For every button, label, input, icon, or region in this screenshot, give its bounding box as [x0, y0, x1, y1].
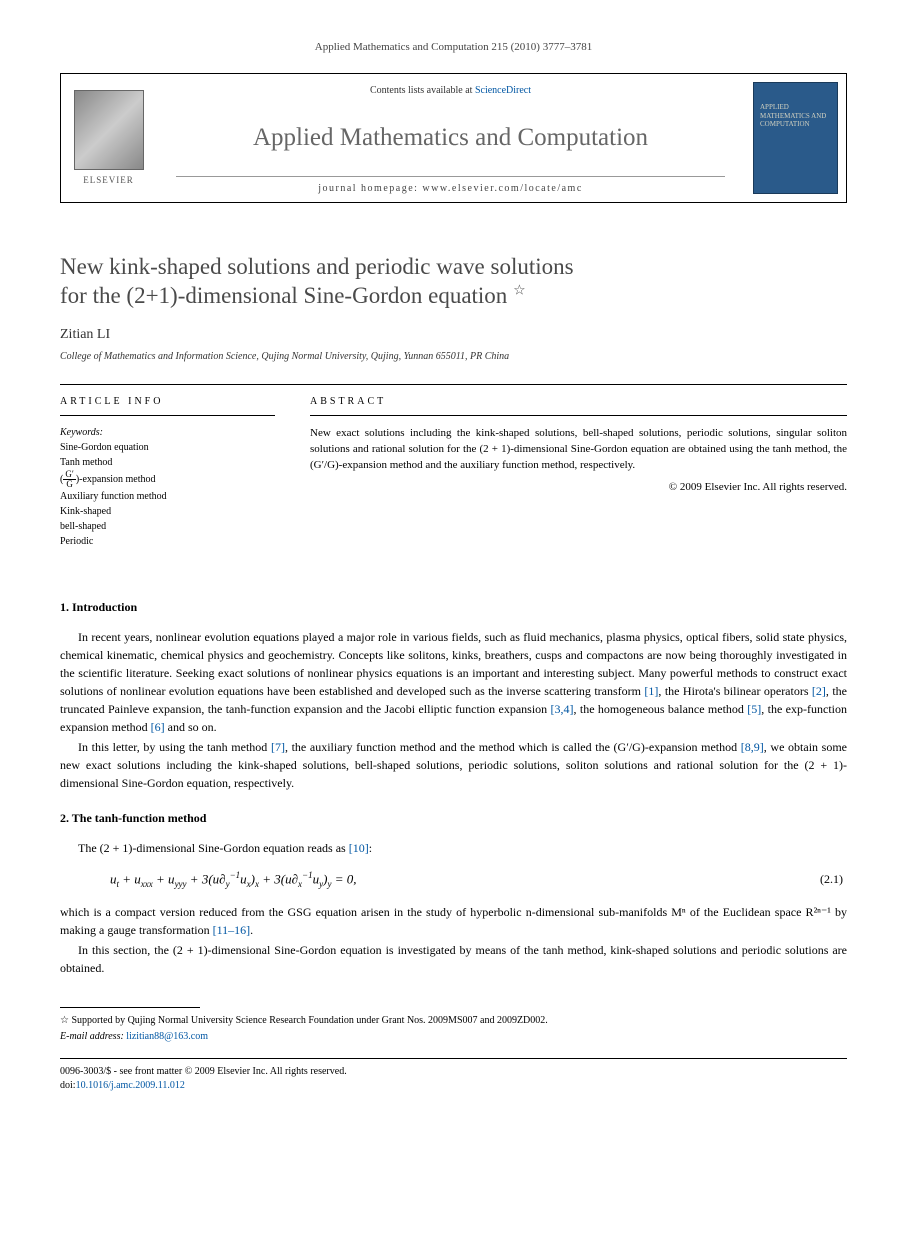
equation-number: (2.1) [820, 871, 847, 888]
footnote-support: ☆ Supported by Qujing Normal University … [60, 1014, 847, 1028]
publisher-name: ELSEVIER [83, 174, 134, 187]
keyword-item: (G′G)-expansion method [60, 470, 275, 489]
title-line-1: New kink-shaped solutions and periodic w… [60, 254, 574, 279]
journal-cover-thumb: APPLIED MATHEMATICS AND COMPUTATION [753, 82, 838, 194]
text-span: In this letter, by using the tanh method [78, 740, 271, 754]
email-link[interactable]: lizitian88@163.com [126, 1031, 208, 1042]
journal-homepage: journal homepage: www.elsevier.com/locat… [176, 176, 725, 196]
ref-link-10[interactable]: [10] [349, 841, 369, 855]
keyword-item: Periodic [60, 534, 275, 549]
keyword-item: Tanh method [60, 455, 275, 470]
footnote-separator [60, 1007, 200, 1008]
article-info-column: ARTICLE INFO Keywords: Sine-Gordon equat… [60, 385, 290, 559]
info-abstract-row: ARTICLE INFO Keywords: Sine-Gordon equat… [60, 384, 847, 559]
text-span: . [250, 923, 253, 937]
bottom-separator [60, 1058, 847, 1059]
ref-link-6[interactable]: [6] [151, 720, 165, 734]
equation-2-1: ut + uxxx + uyyy + 3(u∂y−1ux)x + 3(u∂x−1… [110, 869, 847, 891]
ref-link-8-9[interactable]: [8,9] [741, 740, 764, 754]
section-2-heading: 2. The tanh-function method [60, 810, 847, 827]
cover-thumb-text: APPLIED MATHEMATICS AND COMPUTATION [760, 103, 837, 128]
text-span: which is a compact version reduced from … [60, 905, 847, 937]
keywords-label: Keywords: [60, 426, 275, 440]
banner-center: Contents lists available at ScienceDirec… [156, 74, 745, 202]
keyword-item: Kink-shaped [60, 504, 275, 519]
ref-link-1[interactable]: [1] [644, 684, 658, 698]
text-span: and so on. [165, 720, 217, 734]
keyword-item: bell-shaped [60, 519, 275, 534]
equation-body: ut + uxxx + uyyy + 3(u∂y−1ux)x + 3(u∂x−1… [110, 869, 820, 891]
text-span: , the auxiliary function method and the … [285, 740, 741, 754]
ref-link-3-4[interactable]: [3,4] [551, 702, 574, 716]
intro-paragraph-1: In recent years, nonlinear evolution equ… [60, 628, 847, 736]
publisher-logo: ELSEVIER [61, 74, 156, 202]
journal-name: Applied Mathematics and Computation [176, 120, 725, 155]
tanh-paragraph-2: which is a compact version reduced from … [60, 903, 847, 939]
sciencedirect-link[interactable]: ScienceDirect [475, 85, 531, 96]
issn-line: 0096-3003/$ - see front matter © 2009 El… [60, 1065, 847, 1079]
ref-link-2[interactable]: [2] [812, 684, 826, 698]
intro-paragraph-2: In this letter, by using the tanh method… [60, 738, 847, 792]
section-1-heading: 1. Introduction [60, 599, 847, 616]
elsevier-tree-icon [74, 90, 144, 170]
author-name: Zitian LI [60, 325, 847, 345]
abstract-heading: ABSTRACT [310, 395, 847, 416]
abstract-copyright: © 2009 Elsevier Inc. All rights reserved… [310, 480, 847, 495]
email-label: E-mail address: [60, 1031, 126, 1042]
doi-block: 0096-3003/$ - see front matter © 2009 El… [60, 1065, 847, 1093]
ref-link-11-16[interactable]: [11–16] [213, 923, 251, 937]
text-span: , the homogeneous balance method [574, 702, 748, 716]
abstract-column: ABSTRACT New exact solutions including t… [290, 385, 847, 559]
keyword-item: Auxiliary function method [60, 489, 275, 504]
tanh-paragraph-1: The (2 + 1)-dimensional Sine-Gordon equa… [60, 839, 847, 857]
text-span: : [369, 841, 372, 855]
abstract-text: New exact solutions including the kink-s… [310, 426, 847, 474]
article-info-heading: ARTICLE INFO [60, 395, 275, 416]
doi-link[interactable]: 10.1016/j.amc.2009.11.012 [76, 1080, 185, 1091]
tanh-paragraph-3: In this section, the (2 + 1)-dimensional… [60, 941, 847, 977]
text-span: The (2 + 1)-dimensional Sine-Gordon equa… [78, 841, 349, 855]
doi-label: doi: [60, 1080, 76, 1091]
header-citation: Applied Mathematics and Computation 215 … [60, 40, 847, 55]
article-title: New kink-shaped solutions and periodic w… [60, 253, 847, 311]
footnote-email: E-mail address: lizitian88@163.com [60, 1030, 847, 1044]
footnote-star-icon: ☆ [513, 283, 526, 298]
journal-banner: ELSEVIER Contents lists available at Sci… [60, 73, 847, 203]
ref-link-5[interactable]: [5] [747, 702, 761, 716]
ref-link-7[interactable]: [7] [271, 740, 285, 754]
contents-line: Contents lists available at ScienceDirec… [176, 84, 725, 98]
contents-prefix: Contents lists available at [370, 85, 475, 96]
text-span: , the Hirota's bilinear operators [658, 684, 812, 698]
title-line-2: for the (2+1)-dimensional Sine-Gordon eq… [60, 283, 507, 308]
keyword-item: Sine-Gordon equation [60, 440, 275, 455]
keywords-list: Sine-Gordon equation Tanh method (G′G)-e… [60, 440, 275, 549]
author-affiliation: College of Mathematics and Information S… [60, 350, 847, 364]
